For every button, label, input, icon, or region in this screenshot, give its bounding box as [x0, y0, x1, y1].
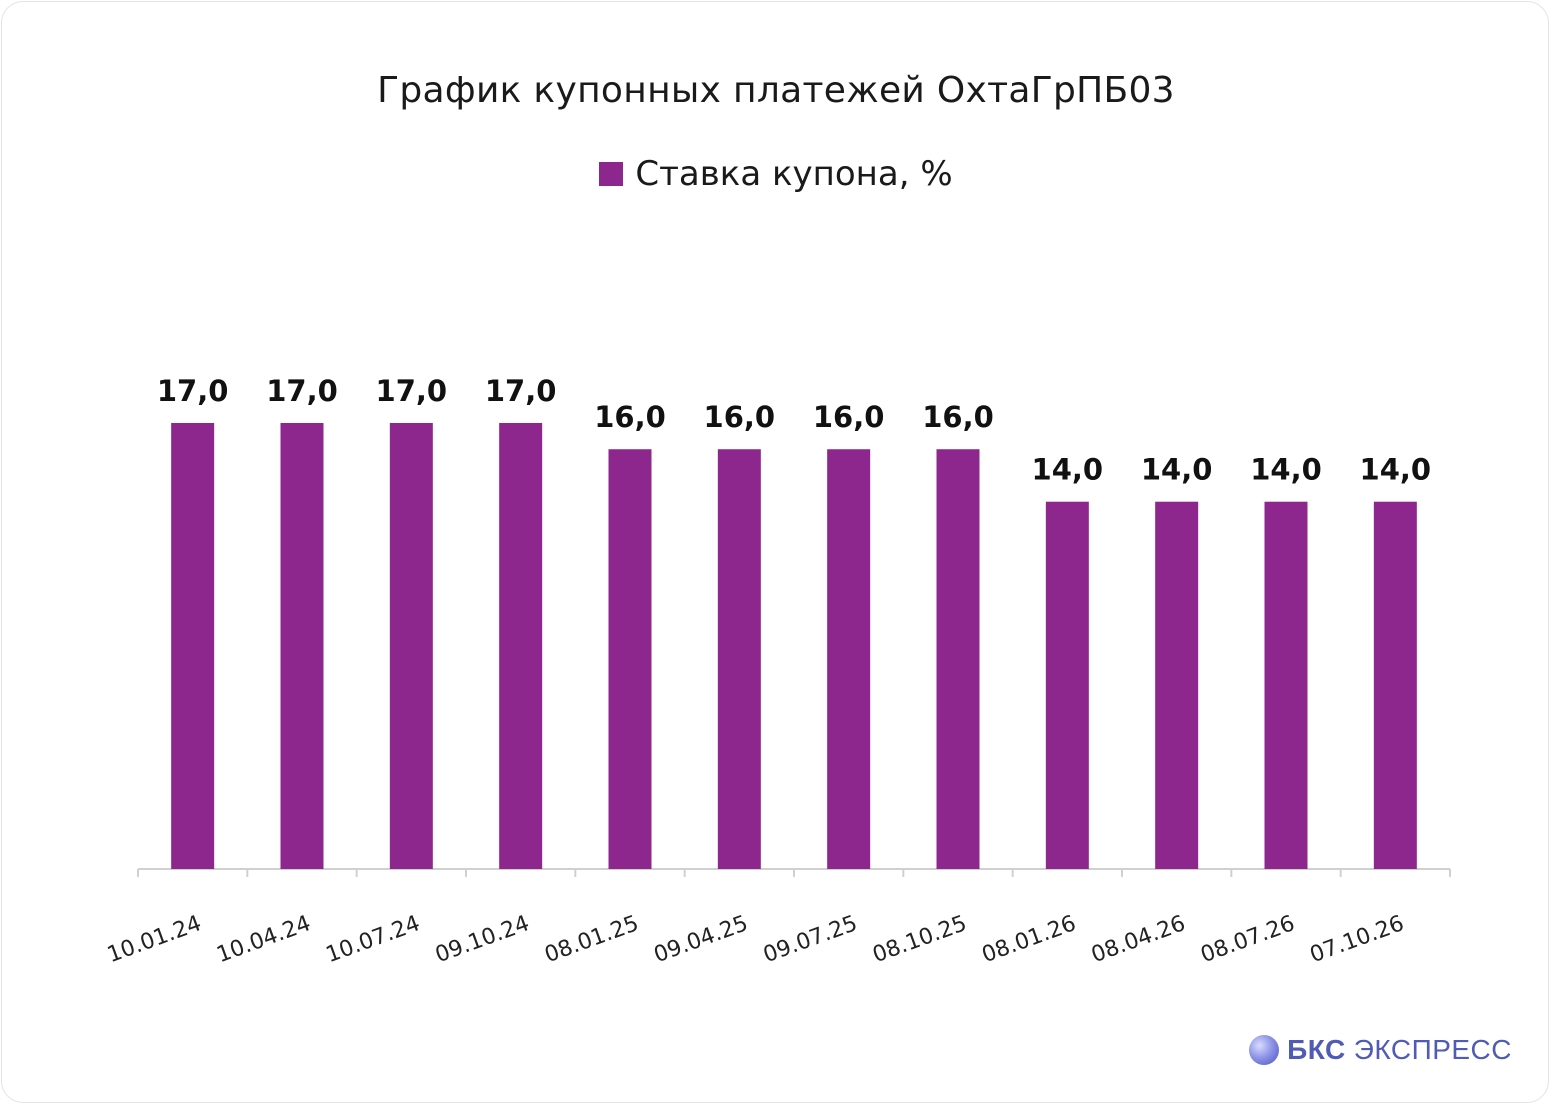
- chart-legend: Ставка купона, %: [0, 154, 1552, 194]
- bar: [1264, 501, 1308, 869]
- bar-value-label: 17,0: [266, 374, 338, 408]
- x-tick-label: 09.07.25: [760, 911, 861, 968]
- bar: [280, 423, 324, 869]
- bks-logo-icon: [1249, 1035, 1280, 1065]
- x-tick-label: 10.01.24: [104, 911, 205, 968]
- x-tick-label: 08.10.25: [869, 911, 970, 968]
- bar: [827, 449, 871, 869]
- bar: [389, 423, 433, 869]
- x-tick-label: 08.01.25: [541, 911, 642, 968]
- bar: [936, 449, 980, 869]
- bar-value-label: 14,0: [1360, 453, 1432, 487]
- bar-value-label: 17,0: [485, 374, 557, 408]
- bar-value-label: 16,0: [704, 400, 776, 434]
- bar: [1373, 501, 1417, 869]
- x-tick-label: 07.10.26: [1307, 911, 1408, 968]
- bar-value-label: 16,0: [922, 400, 994, 434]
- bar-value-label: 16,0: [813, 400, 885, 434]
- bar-value-label: 17,0: [157, 374, 229, 408]
- bar-value-label: 14,0: [1250, 453, 1322, 487]
- x-tick-label: 08.01.26: [979, 911, 1080, 968]
- x-tick-label: 08.07.26: [1197, 911, 1298, 968]
- brand-name-rest: ЭКСПРЕСС: [1353, 1034, 1512, 1065]
- bar-value-label: 14,0: [1032, 453, 1104, 487]
- bar-value-label: 16,0: [594, 400, 666, 434]
- brand-logo: БКС ЭКСПРЕСС: [1249, 1034, 1512, 1066]
- x-tick-label: 09.10.24: [432, 911, 533, 968]
- x-tick-label: 08.04.26: [1088, 911, 1189, 968]
- brand-name-bold: БКС: [1287, 1034, 1346, 1065]
- chart-title: График купонных платежей ОхтаГрПБ03: [377, 70, 1175, 111]
- x-tick-label: 10.04.24: [213, 911, 314, 968]
- legend-swatch: [599, 162, 624, 186]
- x-tick-label: 09.04.25: [651, 911, 752, 968]
- x-tick-label: 10.07.24: [323, 911, 424, 968]
- legend-label: Ставка купона, %: [635, 154, 953, 194]
- bar: [499, 423, 543, 869]
- bar: [717, 449, 761, 869]
- bar-value-label: 17,0: [376, 374, 448, 408]
- bar: [608, 449, 652, 869]
- bar: [171, 423, 215, 869]
- bar: [1045, 501, 1089, 869]
- bar: [1155, 501, 1199, 869]
- bar-value-label: 14,0: [1141, 453, 1213, 487]
